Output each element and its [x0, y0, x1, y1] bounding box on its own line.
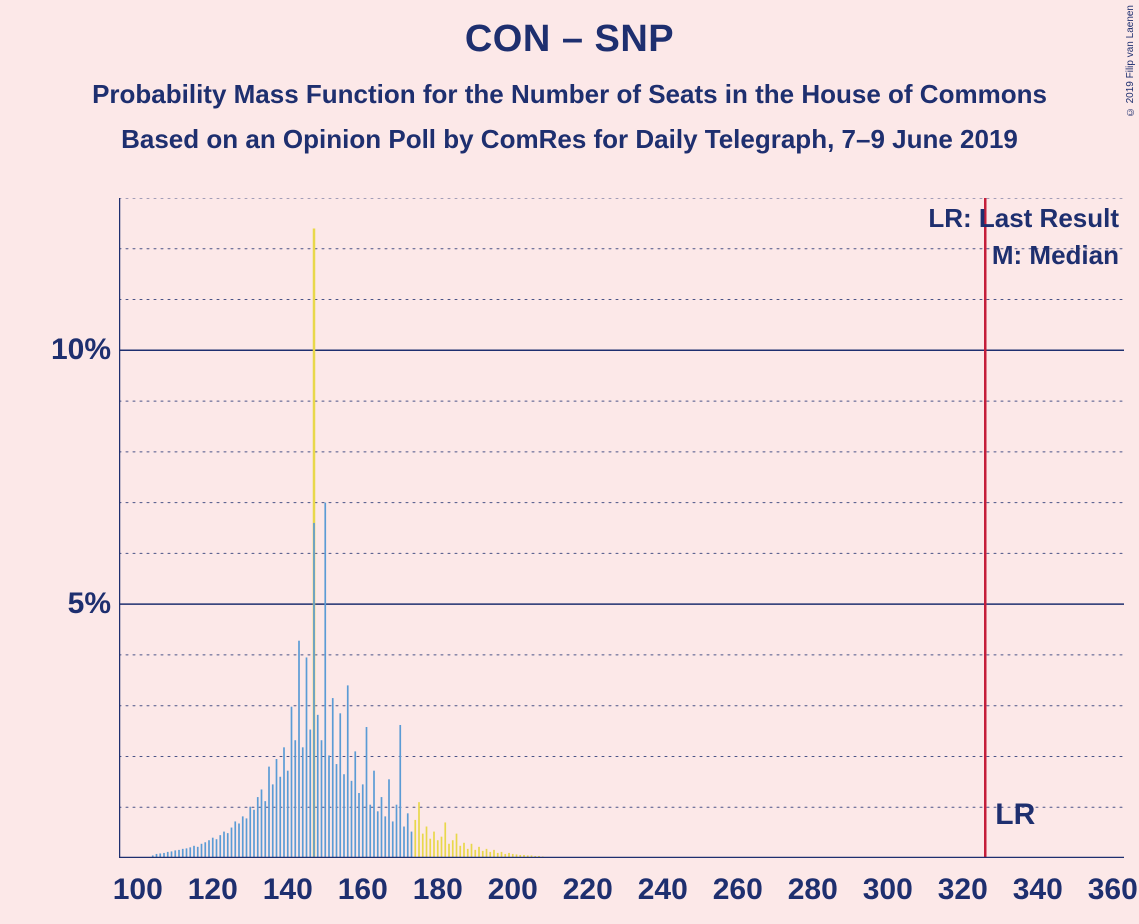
x-tick-label: 180 — [413, 873, 463, 907]
subtitle-2: Based on an Opinion Poll by ComRes for D… — [0, 110, 1139, 155]
x-tick-label: 300 — [863, 873, 913, 907]
page-title: CON – SNP — [0, 0, 1139, 61]
x-tick-label: 200 — [488, 873, 538, 907]
x-tick-label: 120 — [188, 873, 238, 907]
x-tick-label: 160 — [338, 873, 388, 907]
y-tick-label: 5% — [68, 587, 111, 621]
subtitle-1: Probability Mass Function for the Number… — [0, 61, 1139, 110]
legend-median: M: Median — [992, 240, 1119, 271]
copyright-text: © 2019 Filip van Laenen — [1125, 5, 1136, 117]
chart-plot-area — [119, 198, 1124, 858]
y-tick-label: 10% — [51, 333, 111, 367]
x-tick-label: 240 — [638, 873, 688, 907]
x-tick-label: 140 — [263, 873, 313, 907]
chart-svg — [119, 198, 1124, 858]
x-tick-label: 260 — [713, 873, 763, 907]
x-tick-label: 280 — [788, 873, 838, 907]
x-tick-label: 220 — [563, 873, 613, 907]
x-tick-label: 360 — [1088, 873, 1138, 907]
legend-last-result: LR: Last Result — [928, 203, 1119, 234]
x-tick-label: 100 — [113, 873, 163, 907]
x-tick-label: 340 — [1013, 873, 1063, 907]
lr-marker-label: LR — [995, 798, 1035, 832]
x-tick-label: 320 — [938, 873, 988, 907]
